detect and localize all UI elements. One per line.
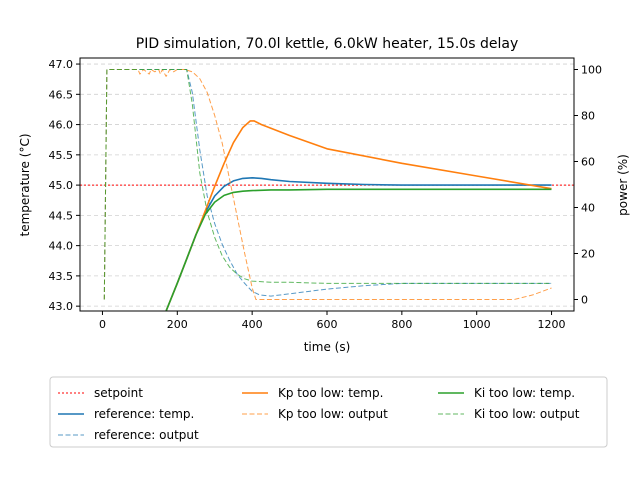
y-right-axis-label: power (%) bbox=[616, 154, 630, 216]
x-tick-label-1000: 1000 bbox=[463, 318, 491, 331]
y-right-tick-label-40: 40 bbox=[581, 202, 595, 215]
y-right-tick-label-100: 100 bbox=[581, 64, 602, 77]
legend-label-reference-output: reference: output bbox=[94, 428, 199, 442]
y-left-tick-label-44-5: 44.5 bbox=[49, 209, 74, 222]
series-reference-output bbox=[103, 69, 552, 300]
legend: setpoint reference: temp. reference: outpu… bbox=[49, 376, 608, 448]
legend-label-kp-too-low-output: Kp too low: output bbox=[278, 407, 388, 421]
x-axis-label: time (s) bbox=[304, 340, 351, 354]
x-axis-ticks: 0 200 400 600 800 1000 1200 bbox=[99, 311, 566, 331]
x-tick-label-400: 400 bbox=[242, 318, 263, 331]
y-left-tick-label-45-0: 45.0 bbox=[49, 179, 74, 192]
gridlines bbox=[80, 63, 574, 307]
y-left-tick-label-47-0: 47.0 bbox=[49, 58, 74, 71]
legend-label-reference-temp: reference: temp. bbox=[94, 407, 194, 421]
plot-lines bbox=[80, 69, 574, 311]
legend-label-kp-too-low-temp: Kp too low: temp. bbox=[278, 386, 383, 400]
y-right-axis-ticks: 0 20 40 60 80 100 bbox=[574, 64, 602, 307]
series-ki-too-low-output bbox=[103, 69, 552, 300]
y-left-tick-label-46-5: 46.5 bbox=[49, 88, 74, 101]
x-tick-label-200: 200 bbox=[167, 318, 188, 331]
series-reference-temp bbox=[165, 177, 552, 311]
x-tick-label-800: 800 bbox=[391, 318, 412, 331]
y-right-tick-label-20: 20 bbox=[581, 248, 595, 261]
y-left-tick-label-43-5: 43.5 bbox=[49, 270, 74, 283]
y-left-axis-label: temperature (°C) bbox=[18, 134, 32, 237]
legend-label-ki-too-low-temp: Ki too low: temp. bbox=[474, 386, 575, 400]
y-left-tick-label-45-5: 45.5 bbox=[49, 149, 74, 162]
x-tick-label-600: 600 bbox=[317, 318, 338, 331]
x-tick-label-1200: 1200 bbox=[538, 318, 566, 331]
y-right-tick-label-0: 0 bbox=[581, 294, 588, 307]
legend-label-setpoint: setpoint bbox=[94, 386, 143, 400]
series-ki-too-low-temp bbox=[165, 188, 552, 311]
y-left-axis-ticks: 43.0 43.5 44.0 44.5 45.0 45.5 46.0 46.5 47.0 bbox=[49, 58, 80, 313]
y-right-tick-label-80: 80 bbox=[581, 110, 595, 123]
legend-frame bbox=[49, 376, 608, 448]
y-left-tick-label-44-0: 44.0 bbox=[49, 240, 74, 253]
series-kp-too-low-output bbox=[103, 69, 552, 300]
x-tick-label-0: 0 bbox=[99, 318, 106, 331]
y-right-tick-label-60: 60 bbox=[581, 156, 595, 169]
chart-title: PID simulation, 70.0l kettle, 6.0kW heat… bbox=[136, 36, 518, 52]
y-left-tick-label-43-0: 43.0 bbox=[49, 300, 74, 313]
y-left-tick-label-46-0: 46.0 bbox=[49, 119, 74, 132]
legend-label-ki-too-low-output: Ki too low: output bbox=[474, 407, 580, 421]
